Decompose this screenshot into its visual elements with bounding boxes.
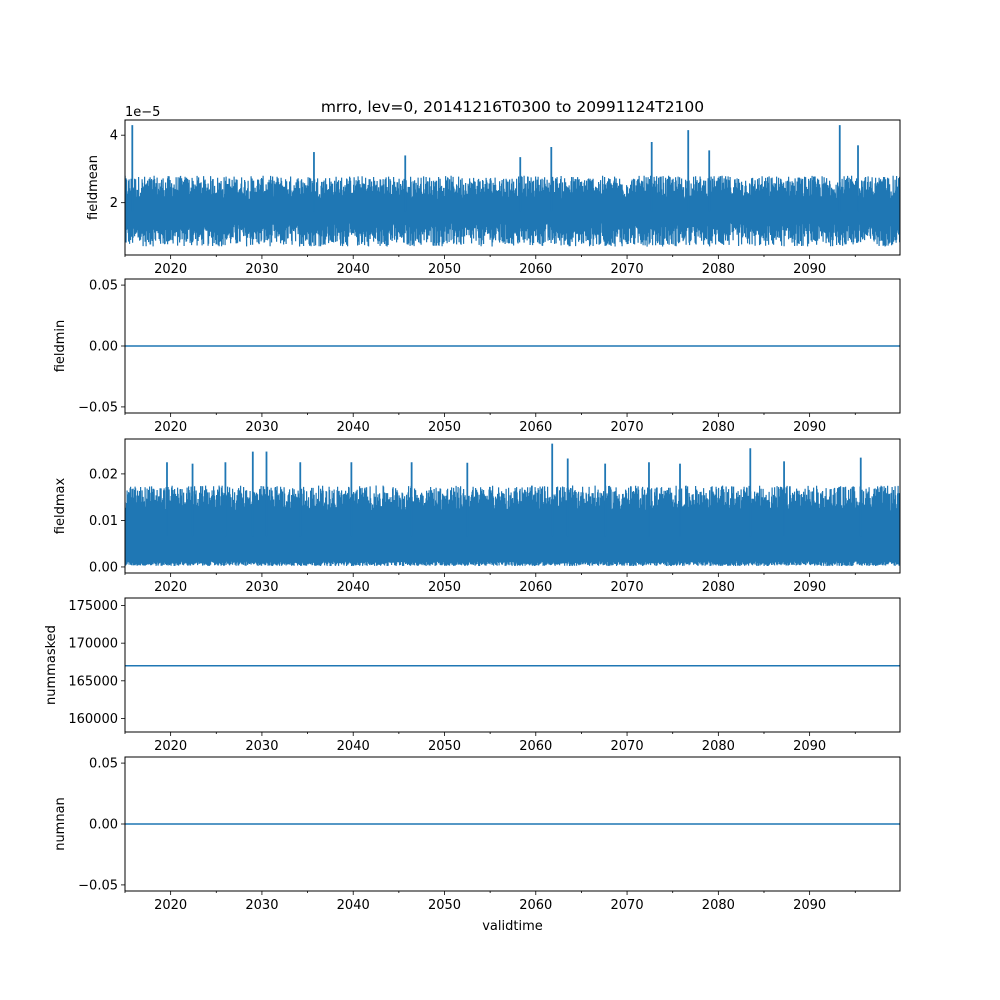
x-axis-label: validtime: [482, 919, 543, 934]
x-tick-label: 2060: [519, 580, 552, 595]
y-tick-label: 175000: [68, 599, 118, 614]
axes-frame: [124, 438, 901, 574]
x-tick-label: 2030: [245, 898, 278, 913]
panel-fieldmean: 2020 2030 2040 2050 2060 2070 2080 2090 2 4 fieldm…: [86, 98, 901, 277]
series-fieldmean: [125, 125, 900, 247]
x-tick-label: 2090: [793, 580, 826, 595]
x-tick-label: 2030: [245, 262, 278, 277]
x-tick-label: 2030: [245, 420, 278, 435]
x-tick-label: 2080: [702, 739, 735, 754]
panel-fieldmin: 2020 2030 2040 2050 2060 2070 2080 2090 −0.05 0.0…: [53, 278, 901, 435]
chart-title: mrro, lev=0, 20141216T0300 to 20991124T2…: [321, 98, 704, 116]
y-tick-label: 160000: [68, 712, 118, 727]
x-tick-label: 2040: [337, 739, 370, 754]
y-tick-label: 0.00: [89, 560, 118, 575]
x-tick-label: 2020: [154, 739, 187, 754]
y-axis-label: fieldmean: [86, 155, 101, 220]
x-tick-label: 2080: [702, 420, 735, 435]
x-tick-label: 2040: [337, 420, 370, 435]
x-tick-label: 2050: [428, 262, 461, 277]
y-tick-label: 0.05: [89, 757, 118, 772]
x-tick-label: 2030: [245, 580, 278, 595]
x-tick-label: 2020: [154, 580, 187, 595]
x-tick-label: 2060: [519, 420, 552, 435]
y-axis-label: fieldmin: [53, 320, 68, 373]
x-tick-label: 2060: [519, 898, 552, 913]
y-tick-label: 2: [110, 196, 118, 211]
x-tick-label: 2070: [611, 262, 644, 277]
x-tick-label: 2060: [519, 262, 552, 277]
x-tick-label: 2080: [702, 898, 735, 913]
y-axis-label: fieldmax: [53, 478, 68, 535]
x-tick-label: 2020: [154, 262, 187, 277]
x-tick-label: 2090: [793, 262, 826, 277]
y-tick-label: 0.05: [89, 279, 118, 294]
x-tick-label: 2050: [428, 739, 461, 754]
x-tick-label: 2090: [793, 739, 826, 754]
y-offset-label: 1e−5: [125, 105, 160, 120]
x-tick-label: 2070: [611, 739, 644, 754]
y-tick-label: 165000: [68, 674, 118, 689]
x-tick-label: 2060: [519, 739, 552, 754]
x-tick-label: 2090: [793, 898, 826, 913]
y-tick-label: −0.05: [78, 400, 118, 415]
x-tick-label: 2040: [337, 898, 370, 913]
y-tick-label: 0.00: [89, 340, 118, 355]
axes-frame: [124, 119, 901, 256]
x-tick-label: 2040: [337, 580, 370, 595]
x-tick-label: 2080: [702, 580, 735, 595]
x-tick-label: 2090: [793, 420, 826, 435]
x-tick-label: 2050: [428, 420, 461, 435]
series-fieldmax: [125, 443, 900, 567]
y-axis-label: nummasked: [44, 625, 59, 705]
y-tick-label: 0.00: [89, 818, 118, 833]
series-band: [125, 175, 900, 247]
x-tick-label: 2080: [702, 262, 735, 277]
y-tick-label: −0.05: [78, 878, 118, 893]
x-tick-label: 2050: [428, 580, 461, 595]
x-tick-label: 2030: [245, 739, 278, 754]
x-tick-label: 2070: [611, 898, 644, 913]
panel-fieldmax: 2020 2030 2040 2050 2060 2070 2080 2090 0.00 0.01…: [53, 438, 901, 595]
panel-nummasked: 2020 2030 2040 2050 2060 2070 2080 2090 160000 16…: [44, 597, 901, 754]
x-tick-label: 2040: [337, 262, 370, 277]
x-tick-label: 2070: [611, 580, 644, 595]
y-tick-label: 4: [110, 129, 118, 144]
axes-frame: [124, 597, 901, 733]
x-tick-label: 2050: [428, 898, 461, 913]
x-tick-label: 2020: [154, 898, 187, 913]
x-tick-label: 2070: [611, 420, 644, 435]
panel-numnan: 2020 2030 2040 2050 2060 2070 2080 2090 −0.05 0.0…: [53, 756, 901, 934]
x-tick-label: 2020: [154, 420, 187, 435]
y-axis-label: numnan: [53, 797, 68, 851]
y-tick-label: 0.02: [89, 467, 118, 482]
y-tick-label: 0.01: [89, 514, 118, 529]
y-tick-label: 170000: [68, 637, 118, 652]
